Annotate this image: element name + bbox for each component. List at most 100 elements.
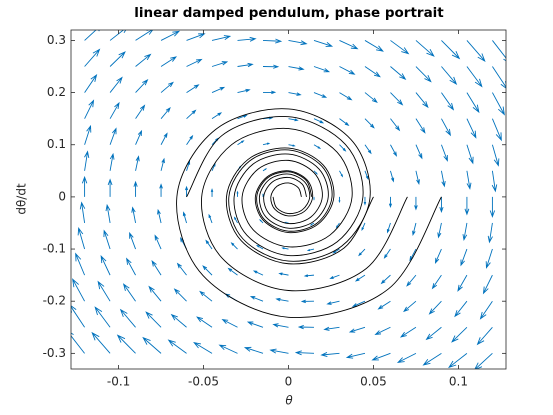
arrow [361,222,366,232]
arrow [309,222,315,226]
y-tick-label: 0.2 [47,85,66,99]
arrow [275,297,289,302]
arrow [160,56,178,67]
arrow [77,226,86,250]
arrow [364,92,378,103]
arrow [262,168,268,172]
y-tick-label: -0.2 [43,294,66,308]
arrow [313,170,318,175]
arrow [454,300,468,318]
arrow [237,140,245,146]
arrow [263,90,277,95]
arrow [103,229,111,250]
chart-title: linear damped pendulum, phase portrait [134,5,444,21]
arrow [466,92,480,114]
arrow [202,265,213,276]
arrow [441,118,451,137]
arrow [390,118,401,132]
arrow [415,40,435,57]
arrow [94,306,111,328]
arrow [129,231,136,250]
arrow [329,274,340,279]
arrow [492,66,506,89]
arrow [100,255,111,276]
arrow [84,48,101,67]
arrow [482,274,493,295]
arrow [466,144,474,165]
arrow [84,150,90,171]
arrow [126,257,136,276]
arrow [431,274,442,290]
arrow [288,92,302,96]
arrow [84,124,92,145]
arrow [119,308,136,328]
arrow [109,152,115,171]
arrow [451,326,468,343]
arrow [466,40,486,62]
arrow [246,321,264,328]
arrow [441,66,458,86]
arrow [109,127,117,145]
arrow [313,92,328,98]
arrow [133,180,138,197]
arrow [233,216,238,224]
arrow [335,222,340,229]
plot-area [71,30,506,369]
arrow [332,248,340,254]
arrow [230,242,238,250]
y-axis-label: dθ/dt [15,183,29,215]
arrow [345,352,366,359]
arrow [320,352,340,357]
x-tick-label: 0.1 [449,375,468,389]
arrow [339,40,359,50]
trajectory [176,108,442,319]
arrow [448,352,468,369]
arrow [491,118,502,142]
arrow [116,334,136,354]
arrow [186,109,197,119]
arrow [237,36,257,42]
arrow [377,300,391,310]
arrow [425,326,442,341]
arrow [176,262,187,276]
arrow [211,86,226,93]
arrow [84,73,98,93]
y-tick-label: 0.3 [47,33,66,47]
arrow [160,132,168,145]
arrow [72,278,85,302]
arrow [259,219,264,224]
arrow [364,66,381,78]
arrow [151,260,162,276]
arrow [313,196,315,201]
arrow [211,35,232,41]
arrow [135,30,154,41]
arrow [269,348,289,354]
arrow [374,326,391,335]
arrow [363,196,367,206]
arrow [263,64,280,69]
arrow [249,296,264,302]
y-tick-label: -0.1 [43,242,66,256]
arrow [284,221,289,224]
arrow [476,326,493,346]
arrow [131,206,137,224]
arrow [323,326,340,331]
arrow [464,196,470,216]
arrow [358,248,366,257]
arrow [154,234,162,250]
arrow [414,196,418,211]
arrow [159,183,163,197]
arrow [403,300,417,313]
arrow [135,53,152,67]
arrow [415,92,429,109]
arrow [491,170,498,193]
arrow [339,144,347,152]
arrow [109,76,123,93]
arrow [300,299,314,304]
arrow [390,66,407,80]
arrow [380,274,391,285]
arrow [81,175,88,197]
arrow [210,188,214,197]
arrow [313,40,334,47]
